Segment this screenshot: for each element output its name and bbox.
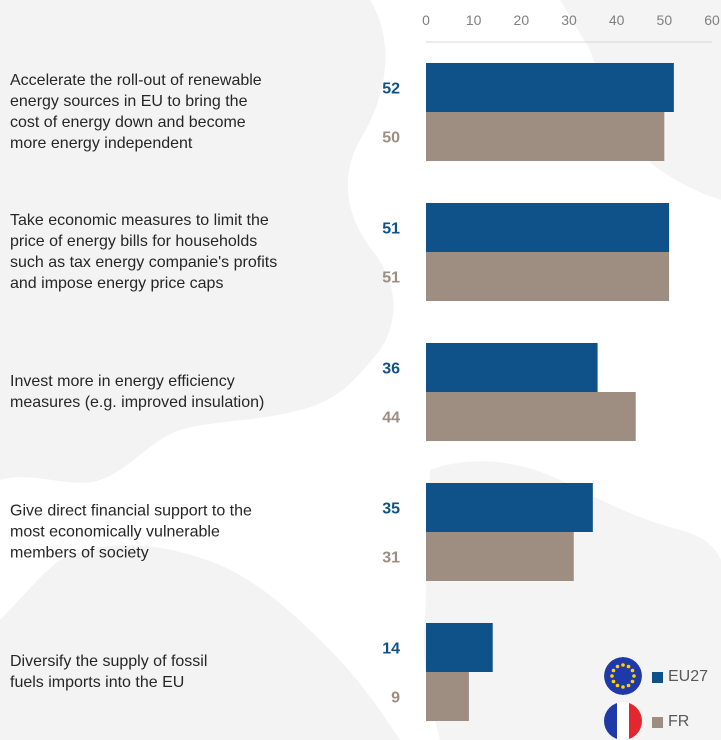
x-tick-label: 0 bbox=[422, 12, 430, 28]
legend-label-fr: FR bbox=[668, 713, 690, 730]
bar-eu27 bbox=[426, 623, 493, 672]
eu-flag-icon bbox=[604, 657, 642, 695]
bar-fr bbox=[426, 392, 636, 441]
bar-eu27 bbox=[426, 203, 670, 252]
x-tick-label: 40 bbox=[609, 12, 625, 28]
data-label-eu27: 36 bbox=[382, 361, 400, 378]
data-label-fr: 50 bbox=[382, 130, 400, 147]
x-tick-label: 30 bbox=[561, 12, 577, 28]
bar-fr bbox=[426, 112, 665, 161]
legend-swatch-fr bbox=[652, 716, 663, 728]
bar-eu27 bbox=[426, 63, 674, 112]
bar-eu27 bbox=[426, 483, 593, 532]
x-tick-label: 50 bbox=[657, 12, 673, 28]
data-label-eu27: 52 bbox=[382, 81, 400, 98]
france-flag-icon bbox=[604, 702, 642, 740]
legend-label-eu27: EU27 bbox=[668, 668, 709, 685]
category-label: Diversify the supply of fossil fuels impo… bbox=[10, 653, 207, 691]
legend-item-eu27: EU27 bbox=[652, 668, 708, 686]
legend-item-fr: FR bbox=[652, 713, 689, 731]
data-label-eu27: 51 bbox=[382, 221, 400, 238]
category-label: Take economic measures to limit the price… bbox=[10, 212, 277, 292]
bar-fr bbox=[426, 672, 469, 721]
bar-eu27 bbox=[426, 343, 598, 392]
data-label-fr: 9 bbox=[391, 690, 400, 707]
x-tick-label: 10 bbox=[466, 12, 482, 28]
data-label-fr: 51 bbox=[382, 270, 400, 287]
category-label: Accelerate the roll-out of renewable ener… bbox=[10, 72, 262, 152]
data-label-fr: 44 bbox=[382, 410, 400, 427]
data-label-eu27: 14 bbox=[382, 641, 400, 658]
category-label: Give direct financial support to the most… bbox=[10, 503, 252, 562]
data-label-fr: 31 bbox=[382, 550, 400, 567]
x-tick-label: 60 bbox=[704, 12, 720, 28]
x-tick-label: 20 bbox=[514, 12, 530, 28]
legend-swatch-eu27 bbox=[652, 671, 663, 683]
data-label-eu27: 35 bbox=[382, 501, 400, 518]
category-label: Invest more in energy efficiency measures… bbox=[10, 373, 264, 411]
bar-fr bbox=[426, 252, 670, 301]
bar-fr bbox=[426, 532, 574, 581]
